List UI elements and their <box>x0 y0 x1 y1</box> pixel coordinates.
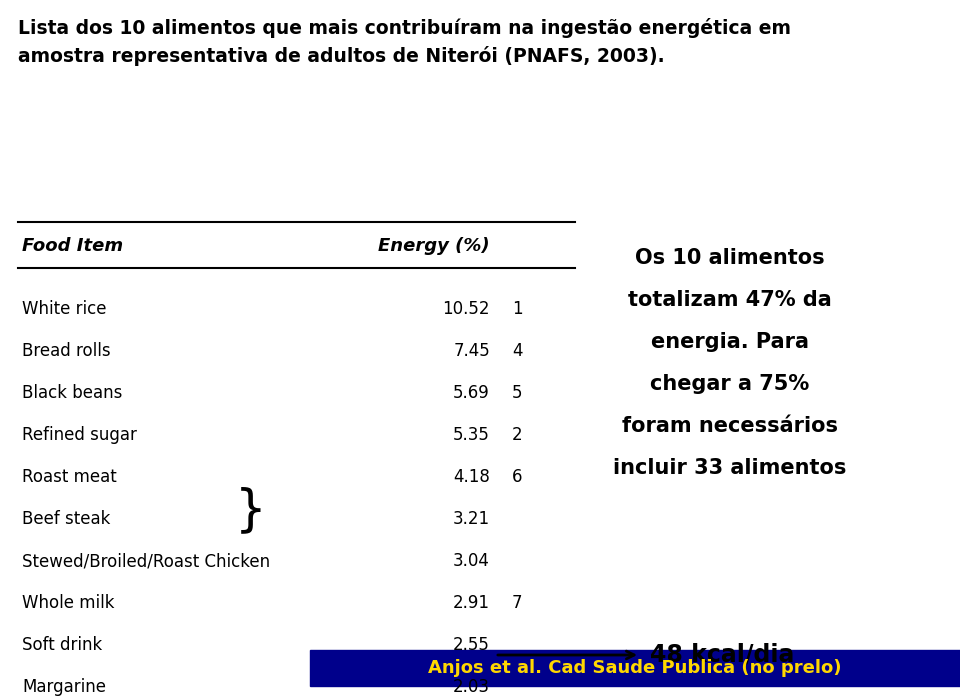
Text: foram necessários: foram necessários <box>622 416 838 436</box>
Text: 3.21: 3.21 <box>453 510 490 528</box>
Text: 1: 1 <box>512 300 522 318</box>
Text: Beef steak: Beef steak <box>22 510 110 528</box>
Text: Bread rolls: Bread rolls <box>22 342 110 360</box>
Text: incluir 33 alimentos: incluir 33 alimentos <box>613 458 847 478</box>
Text: Refined sugar: Refined sugar <box>22 426 137 444</box>
Text: 4: 4 <box>512 342 522 360</box>
Text: 48 kcal/dia: 48 kcal/dia <box>650 643 794 667</box>
Bar <box>310 650 960 686</box>
Text: 10.52: 10.52 <box>443 300 490 318</box>
Text: Soft drink: Soft drink <box>22 636 103 654</box>
Text: Margarine: Margarine <box>22 678 106 696</box>
Text: 5.35: 5.35 <box>453 426 490 444</box>
Text: 5.69: 5.69 <box>453 384 490 402</box>
Text: }: } <box>235 486 267 534</box>
Text: Food Item: Food Item <box>22 237 123 255</box>
Text: totalizam 47% da: totalizam 47% da <box>628 290 832 310</box>
Text: amostra representativa de adultos de Niterói (PNAFS, 2003).: amostra representativa de adultos de Nit… <box>18 46 664 66</box>
Text: Anjos et al. Cad Saude Publica (no prelo): Anjos et al. Cad Saude Publica (no prelo… <box>428 659 842 677</box>
Text: 7: 7 <box>512 594 522 612</box>
Text: 3.04: 3.04 <box>453 552 490 570</box>
Text: 5: 5 <box>512 384 522 402</box>
Text: Lista dos 10 alimentos que mais contribuíram na ingestão energética em: Lista dos 10 alimentos que mais contribu… <box>18 18 791 38</box>
Text: 2.55: 2.55 <box>453 636 490 654</box>
Text: 7.45: 7.45 <box>453 342 490 360</box>
Text: 2.91: 2.91 <box>453 594 490 612</box>
Text: Black beans: Black beans <box>22 384 122 402</box>
Text: 6: 6 <box>512 468 522 486</box>
Text: Os 10 alimentos: Os 10 alimentos <box>636 248 825 268</box>
Text: 2.03: 2.03 <box>453 678 490 696</box>
Text: chegar a 75%: chegar a 75% <box>650 374 809 394</box>
Text: energia. Para: energia. Para <box>651 332 809 352</box>
Text: 2: 2 <box>512 426 522 444</box>
Text: Roast meat: Roast meat <box>22 468 117 486</box>
Text: Stewed/Broiled/Roast Chicken: Stewed/Broiled/Roast Chicken <box>22 552 270 570</box>
Text: Whole milk: Whole milk <box>22 594 114 612</box>
Text: White rice: White rice <box>22 300 107 318</box>
Text: Energy (%): Energy (%) <box>378 237 490 255</box>
Text: 4.18: 4.18 <box>453 468 490 486</box>
